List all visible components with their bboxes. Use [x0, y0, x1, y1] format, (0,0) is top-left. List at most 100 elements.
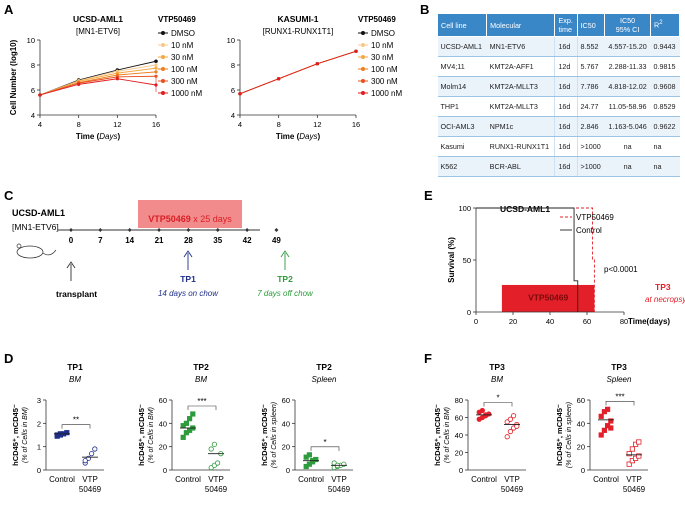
timeline-tick [98, 228, 103, 232]
panel-a-growth-curves: UCSD-AML1 [MN1-ETV6] 4 6 8 10 4 8 12 16 Time (Days… [9, 14, 402, 141]
transplant-label: transplant [56, 289, 97, 299]
y-axis-label: hCD45⁺, mCD45⁻ [555, 404, 564, 466]
table-cell: na [604, 136, 651, 157]
chart-subtitle: [MN1-ETV6] [76, 27, 120, 36]
data-point [306, 452, 313, 458]
table-cell: Kasumi [437, 136, 487, 157]
table-row: K562 BCR-ABL 16d >1000 na na [437, 156, 680, 177]
plot-subtitle: Spleen [312, 375, 337, 384]
y-axis-label: hCD45⁺, mCD45⁻ [137, 404, 146, 466]
y-axis-sublabel: (% of Cells in BM) [444, 407, 451, 463]
data-point [77, 82, 81, 86]
series-line [39, 75, 157, 96]
legend-label: 100 nM [171, 65, 198, 74]
y-tick-label: 3 [37, 396, 41, 405]
significance-stars: *** [615, 392, 624, 401]
table-cell: 4.557-15.20 [604, 36, 651, 57]
data-point [507, 428, 513, 435]
data-point [208, 446, 214, 452]
legend-label: VTP50469 [576, 213, 614, 222]
x-tick-label: 16 [352, 120, 360, 129]
data-point [154, 66, 158, 70]
category-label: 50469 [328, 485, 351, 494]
treatment-bar [501, 284, 595, 312]
panel-c-timeline: UCSD-AML1 [MN1-ETV6] VTP50469 x 25 days … [12, 200, 314, 299]
category-label: Control [175, 475, 201, 484]
significance-bracket [605, 401, 635, 406]
table-cell: 11.05-58.96 [604, 96, 651, 117]
tp3-label: TP3 [655, 282, 671, 292]
timeline-tick-label: 28 [184, 236, 193, 245]
timeline-tick [215, 228, 220, 232]
table-cell: 0.8529 [650, 96, 680, 117]
col-exp-time: Exp. time [554, 13, 578, 37]
timeline-tick-label: 14 [125, 236, 134, 245]
legend-swatch-marker [361, 55, 365, 59]
y-tick-label: 20 [455, 449, 463, 458]
legend-label: 300 nM [371, 77, 398, 86]
table-cell: 5.767 [576, 56, 605, 77]
data-point [215, 460, 221, 466]
chart-subtitle: [RUNX1-RUNX1T1] [263, 27, 334, 36]
data-point [626, 451, 632, 457]
panel-label-b: B [420, 2, 429, 17]
legend-label: DMSO [171, 29, 195, 38]
legend-swatch-marker [361, 79, 365, 83]
y-axis-sublabel: (% of Cells in spleen) [271, 402, 278, 468]
col-molecular: Molecular [486, 13, 556, 37]
table-cell: 0.9608 [650, 76, 680, 97]
timeline-tick [69, 228, 73, 232]
data-point [92, 446, 98, 452]
y-tick-label: 100 [458, 204, 471, 213]
y-tick-label: 0 [459, 466, 463, 475]
data-point [190, 411, 196, 417]
table-row: THP1 KMT2A-MLLT3 16d 24.77 11.05-58.96 0.8529 [437, 96, 680, 117]
x-tick-label: 12 [113, 120, 121, 129]
data-point [277, 77, 281, 81]
category-label: 50469 [501, 485, 524, 494]
data-point [154, 74, 158, 78]
data-point [601, 427, 608, 433]
data-point [479, 407, 485, 414]
panel-label-c: C [4, 188, 14, 203]
data-point [605, 406, 611, 412]
legend-swatch-marker [361, 67, 365, 71]
table-cell: 2.846 [576, 116, 605, 137]
significance-stars: * [496, 394, 499, 403]
table-cell: MN1-ETV6 [486, 36, 555, 57]
table-cell: na [650, 156, 680, 177]
chart-title: UCSD-AML1 [500, 204, 550, 214]
y-tick-label: 80 [455, 396, 463, 405]
table-row: Kasumi RUNX1-RUNX1T1 16d >1000 na na [437, 136, 680, 157]
tp2-label: TP2 [277, 274, 293, 284]
y-tick-label: 1 [37, 443, 41, 452]
tp2-note: 7 days off chow [257, 289, 314, 298]
y-tick-label: 40 [577, 419, 585, 428]
table-cell: na [604, 156, 651, 177]
legend-label: 10 nM [171, 41, 194, 50]
chart-title: KASUMI-1 [277, 14, 318, 24]
table-cell: 7.786 [576, 76, 605, 97]
dotplot-tp2-spleen: TP2 Spleen 0 20 40 60 Control VTP50469 hCD45⁺, m… [260, 362, 353, 494]
category-label: 50469 [79, 485, 102, 494]
treatment-bar-label: VTP50469 [528, 293, 568, 303]
table-row: OCI-AML3 NPM1c 16d 2.846 1.163-5.046 0.9622 [437, 116, 680, 137]
growth-chart-1: UCSD-AML1 [MN1-ETV6] 4 6 8 10 4 8 12 16 Time (Days… [9, 14, 202, 141]
chart-title: UCSD-AML1 [73, 14, 123, 24]
y-tick-label: 4 [31, 111, 35, 120]
y-tick-label: 60 [282, 396, 290, 405]
table-cell: >1000 [576, 136, 605, 157]
data-point [115, 77, 119, 81]
dotplot-tp2-bm: TP2 BM 0 20 40 60 Control VTP50469 hCD45⁺, mCD45… [137, 362, 230, 494]
y-tick-label: 20 [577, 443, 585, 452]
dotplot-tp1-bm: TP1 BM 0 1 2 3 Control VTP50469 hCD45⁺, mCD45⁻ (%… [11, 362, 104, 494]
category-label: VTP [504, 475, 520, 484]
y-tick-label: 0 [581, 466, 585, 475]
table-cell: 1.163-5.046 [604, 116, 651, 137]
data-point [180, 434, 186, 440]
col-r2: R2 [650, 13, 680, 37]
timeline-tick-label: 42 [243, 236, 252, 245]
data-point [598, 432, 604, 438]
table-cell: 16d [554, 156, 578, 177]
